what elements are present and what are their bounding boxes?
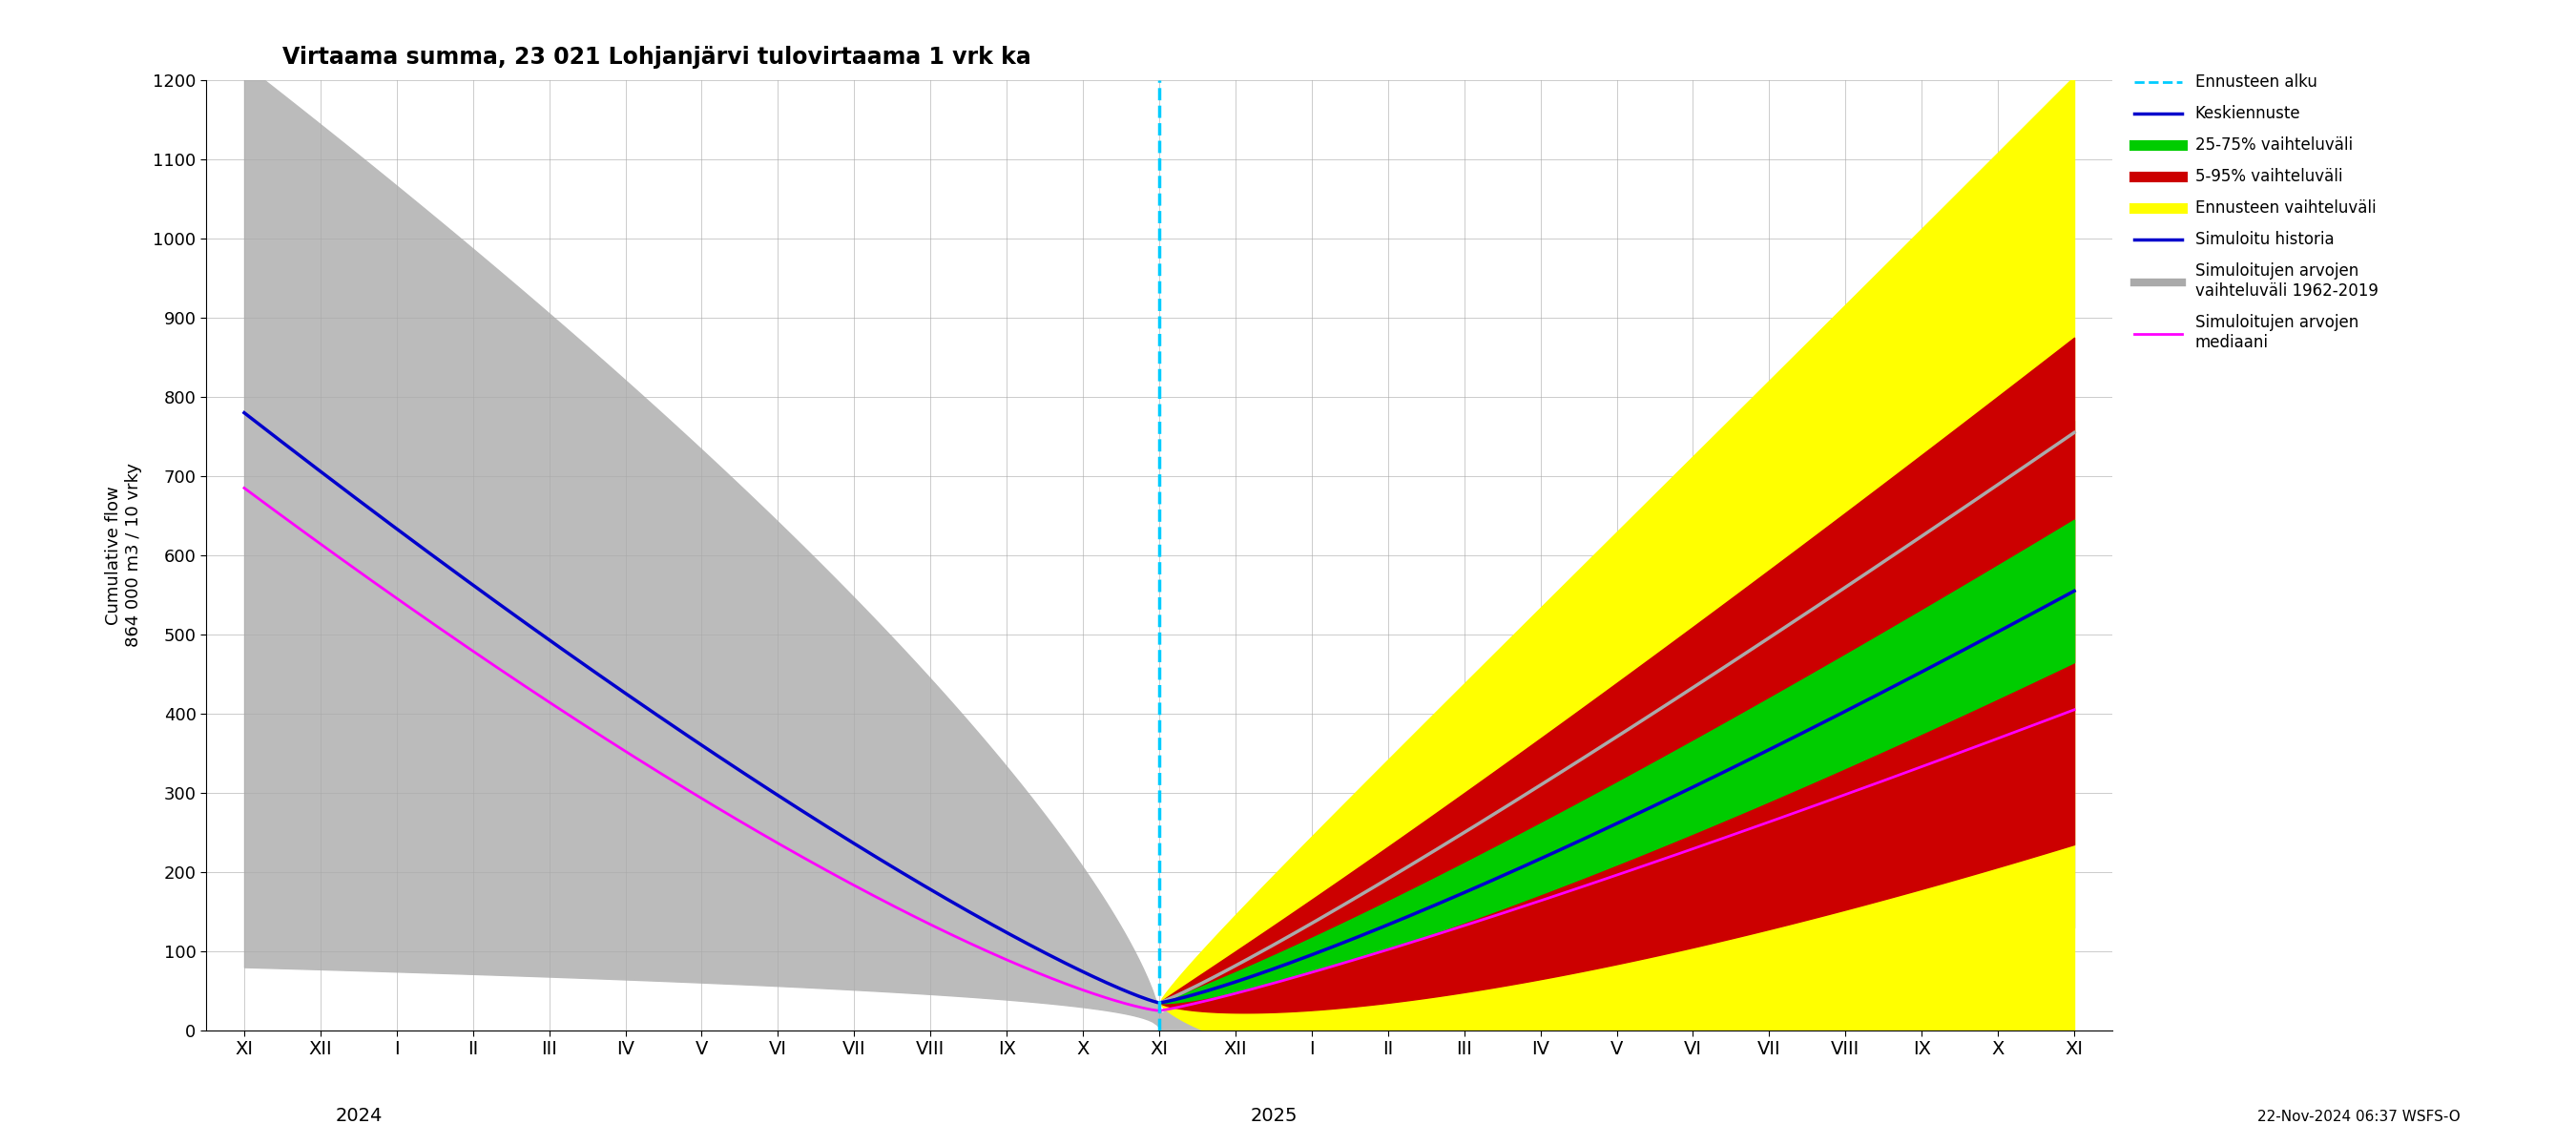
Text: 2024: 2024 [335,1106,381,1124]
Text: 22-Nov-2024 06:37 WSFS-O: 22-Nov-2024 06:37 WSFS-O [2257,1111,2460,1124]
Text: 2025: 2025 [1249,1106,1298,1124]
Legend: Ennusteen alku, Keskiennuste, 25-75% vaihteluväli, 5-95% vaihteluväli, Ennusteen: Ennusteen alku, Keskiennuste, 25-75% vai… [2130,69,2383,356]
Text: Virtaama summa, 23 021 Lohjanjärvi tulovirtaama 1 vrk ka: Virtaama summa, 23 021 Lohjanjärvi tulov… [283,46,1030,69]
Y-axis label: Cumulative flow
864 000 m3 / 10 vrky: Cumulative flow 864 000 m3 / 10 vrky [106,464,142,647]
